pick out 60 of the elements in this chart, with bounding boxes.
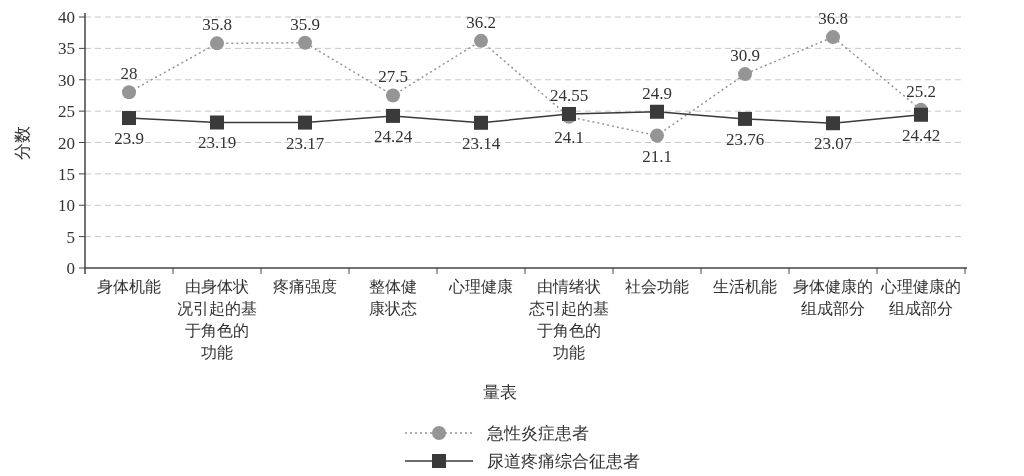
x-tick-label: 由身体状况引起的基于角色的功能 (177, 278, 257, 361)
y-axis-title: 分数 (13, 125, 32, 160)
data-label: 23.14 (461, 133, 501, 153)
point (298, 115, 312, 130)
data-label: 24.9 (642, 83, 672, 103)
point (122, 85, 136, 100)
point (738, 67, 752, 82)
data-label: 24.1 (554, 127, 584, 147)
point (738, 111, 752, 126)
x-tick-label: 身体健康的组成部分 (793, 278, 873, 317)
point (826, 30, 840, 45)
point (914, 107, 928, 122)
legend-label: 急性炎症患者 (486, 424, 589, 443)
x-tick-label: 心理健康 (448, 278, 513, 295)
y-tick-label: 30 (58, 70, 75, 90)
x-tick-label: 生活机能 (713, 278, 777, 295)
point (826, 116, 840, 131)
y-tick-label: 20 (58, 133, 75, 153)
y-tick-label: 0 (66, 259, 75, 278)
data-label: 36.8 (818, 9, 848, 29)
y-tick-label: 10 (58, 196, 75, 216)
point (122, 111, 136, 126)
y-tick-label: 25 (58, 102, 75, 122)
point (210, 36, 224, 51)
data-label: 25.2 (906, 81, 936, 101)
point (650, 104, 664, 119)
data-label: 24.55 (549, 85, 589, 105)
data-label: 35.9 (290, 14, 320, 34)
data-label: 28 (120, 64, 138, 84)
data-label: 23.19 (197, 133, 237, 153)
point (210, 115, 224, 130)
data-label: 23.9 (114, 129, 144, 149)
x-tick-label: 疼痛强度 (273, 278, 337, 295)
point (386, 88, 400, 103)
data-label: 24.24 (373, 126, 413, 146)
legend-label: 尿道疼痛综合征患者 (487, 452, 640, 471)
data-label: 30.9 (730, 46, 760, 66)
data-label: 24.42 (901, 125, 941, 145)
x-tick-label: 身体机能 (97, 278, 161, 295)
point (650, 128, 664, 143)
y-tick-label: 35 (58, 39, 75, 59)
data-label: 23.17 (285, 133, 325, 153)
data-label: 35.8 (202, 15, 232, 35)
data-label: 36.2 (466, 12, 496, 32)
x-tick-label: 由情绪状态引起的基于角色的功能 (528, 278, 609, 361)
x-tick-label: 社会功能 (625, 278, 689, 295)
point (386, 108, 400, 123)
y-tick-label: 15 (58, 164, 75, 184)
x-tick-label: 整体健康状态 (369, 278, 417, 317)
data-label: 23.76 (725, 129, 765, 149)
legend-title: 量表 (483, 383, 517, 402)
point (474, 115, 488, 130)
y-tick-label: 5 (66, 227, 75, 247)
data-label: 27.5 (378, 67, 408, 87)
x-tick-label: 心理健康的组成部分 (880, 278, 961, 317)
data-label: 23.07 (813, 134, 853, 154)
point (298, 35, 312, 50)
y-tick-label: 40 (58, 8, 75, 27)
data-label: 21.1 (642, 146, 672, 166)
point (474, 33, 488, 48)
